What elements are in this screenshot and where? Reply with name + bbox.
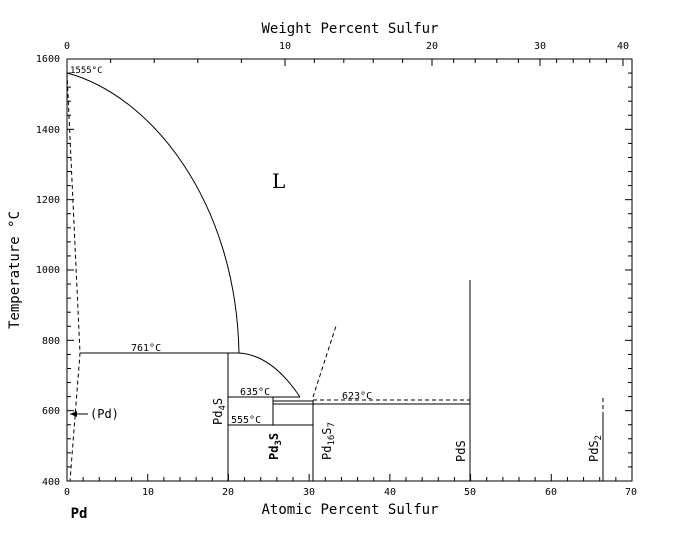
pd16s7-label: Pd16S7 [320, 422, 337, 460]
y-tick-800: 800 [42, 336, 60, 347]
pd-solid-annotation: (Pd) [70, 407, 119, 421]
pd3s-label: Pd3S [267, 433, 284, 460]
bottom-tick-10: 10 [142, 487, 154, 498]
y-tick-400: 400 [42, 477, 60, 488]
temp-555-label: 555°C [231, 415, 261, 426]
bottom-tick-40: 40 [384, 487, 396, 498]
temp-623-label: 623°C [342, 391, 372, 402]
pds2-label: PdS2 [587, 435, 604, 462]
eutectic-761-label: 761°C [131, 343, 161, 354]
pds-label: PdS [454, 440, 468, 462]
y-tick-1200: 1200 [36, 195, 60, 206]
bottom-tick-20: 20 [222, 487, 234, 498]
top-tick-40: 40 [617, 41, 629, 52]
plot-frame [66, 58, 633, 482]
top-tick-10: 10 [279, 41, 291, 52]
pd-solid-label: (Pd) [90, 407, 119, 421]
y-tick-600: 600 [42, 406, 60, 417]
y-axis-title: Temperature °C [7, 211, 23, 329]
bottom-tick-50: 50 [464, 487, 476, 498]
bottom-axis-title: Atomic Percent Sulfur [261, 502, 438, 518]
top-tick-20: 20 [426, 41, 438, 52]
y-tick-1400: 1400 [36, 125, 60, 136]
liquidus-curve-right [238, 352, 301, 398]
top-axis-ticklabels: 0 10 20 30 40 [64, 41, 629, 52]
phase-boundaries [66, 72, 604, 482]
bottom-tick-30: 30 [303, 487, 315, 498]
top-axis-title: Weight Percent Sulfur [261, 21, 438, 37]
pd4s-label: Pd4S [211, 398, 228, 425]
bottom-tick-70: 70 [625, 487, 637, 498]
tick-marks [66, 58, 633, 482]
temp-635-label: 635°C [240, 387, 270, 398]
top-tick-30: 30 [534, 41, 546, 52]
liquidus-curve [66, 72, 240, 354]
melting-point-label: 1555°C [70, 66, 103, 76]
y-tick-1600: 1600 [36, 54, 60, 65]
liquid-label: L [272, 169, 285, 193]
bottom-tick-0: 0 [64, 487, 70, 498]
top-tick-0: 0 [64, 41, 70, 52]
liquidus-dashed [312, 325, 337, 398]
pd-solidus-dashed [66, 72, 81, 482]
y-tick-1000: 1000 [36, 265, 60, 276]
pd-component-label: Pd [71, 506, 88, 522]
bottom-tick-60: 60 [545, 487, 557, 498]
y-axis-ticklabels: 400 600 800 1000 1200 1400 1600 [36, 54, 60, 488]
bottom-axis-ticklabels: 0 10 20 30 40 50 60 70 [64, 487, 637, 498]
pd-arrow-head [70, 411, 77, 417]
